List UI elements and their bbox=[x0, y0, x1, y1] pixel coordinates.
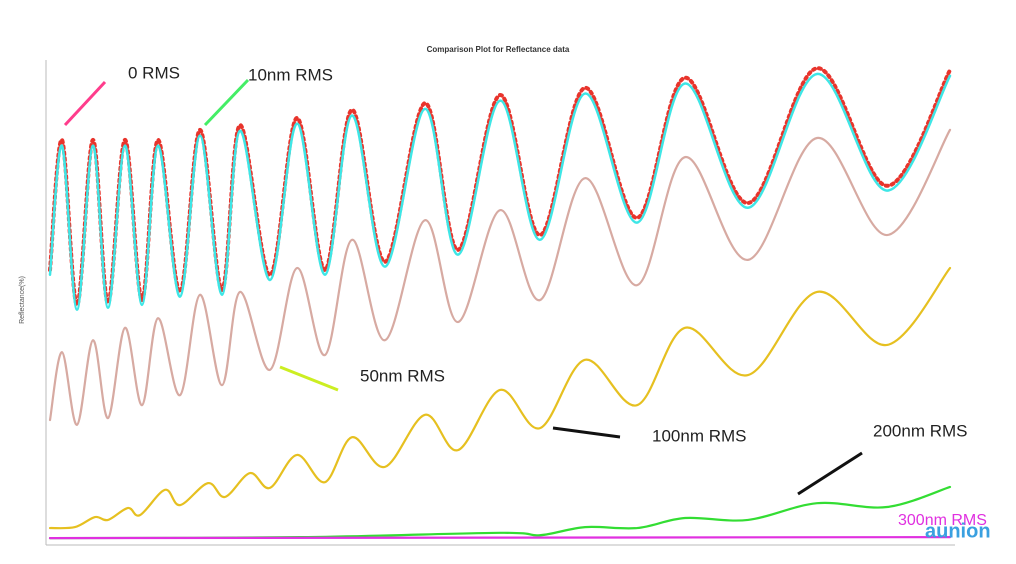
annotation: 300nm RMS bbox=[898, 512, 987, 529]
series-line bbox=[48, 128, 952, 426]
series-line bbox=[48, 72, 952, 311]
logo: aunion bbox=[925, 520, 991, 542]
chart-title: Comparison Plot for Reflectance data bbox=[427, 45, 570, 54]
annotation: 50nm RMS bbox=[360, 366, 445, 385]
pointer bbox=[279, 365, 339, 392]
series-line bbox=[48, 266, 952, 530]
curves bbox=[48, 66, 952, 540]
pointer bbox=[203, 78, 250, 127]
series-line bbox=[48, 536, 952, 540]
annotation: 10nm RMS bbox=[248, 65, 333, 84]
annotation: 0 RMS bbox=[128, 63, 180, 82]
pointer bbox=[552, 426, 621, 439]
series-line bbox=[48, 485, 952, 540]
annotation: 200nm RMS bbox=[873, 421, 967, 440]
y-axis-label: Reflectance(%) bbox=[19, 276, 26, 324]
annotation: 100nm RMS bbox=[652, 426, 746, 445]
pointer bbox=[797, 451, 863, 496]
pointer bbox=[63, 80, 107, 127]
